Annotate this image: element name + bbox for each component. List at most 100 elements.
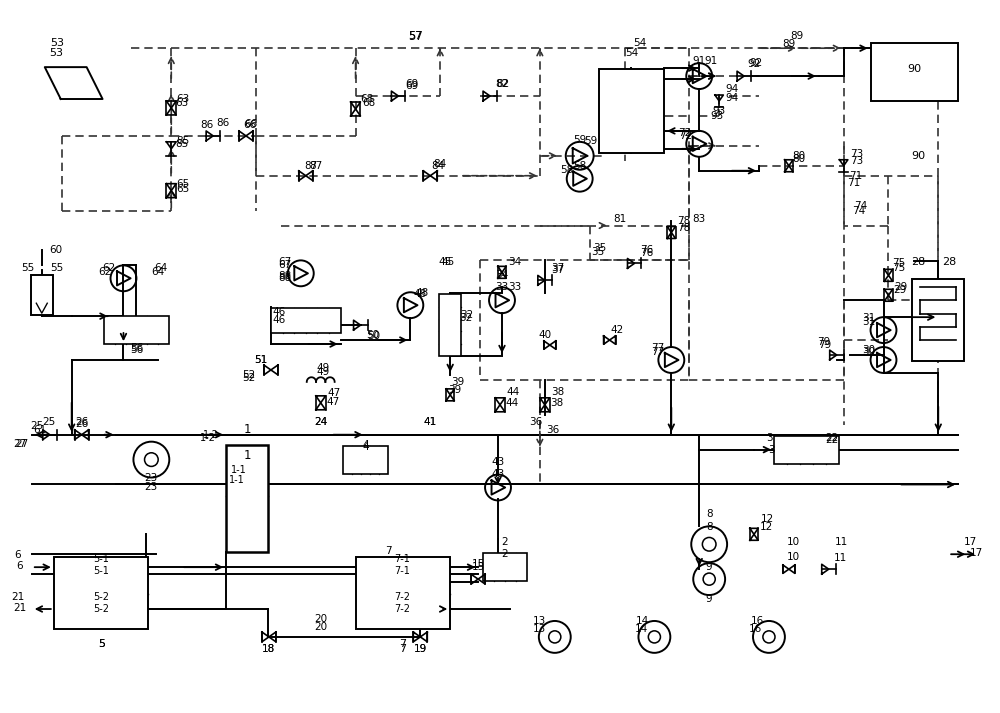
Text: 51: 51: [254, 355, 268, 365]
Text: 46: 46: [272, 307, 285, 317]
Text: 77: 77: [651, 347, 664, 357]
Text: 1: 1: [243, 449, 251, 462]
Text: 4: 4: [362, 441, 369, 451]
Text: 2: 2: [502, 538, 508, 548]
Text: 89: 89: [790, 31, 803, 41]
Text: 16: 16: [750, 616, 764, 626]
Text: 88: 88: [278, 272, 291, 282]
Bar: [912, 279, 964, 361]
Text: 3: 3: [767, 433, 773, 443]
Text: 56: 56: [130, 345, 143, 355]
Text: 18: 18: [262, 644, 276, 654]
Text: 90: 90: [907, 64, 921, 74]
Text: 32: 32: [461, 310, 474, 320]
Text: 91: 91: [705, 56, 718, 66]
Text: 55: 55: [50, 263, 63, 273]
Text: 77: 77: [651, 343, 664, 353]
Text: 5: 5: [98, 639, 105, 649]
Text: 17: 17: [970, 548, 983, 558]
Text: 19: 19: [414, 644, 427, 654]
Text: 37: 37: [551, 265, 564, 275]
Text: 65: 65: [177, 179, 190, 189]
Text: 25: 25: [30, 421, 43, 431]
Text: 86: 86: [216, 118, 230, 128]
Text: 84: 84: [432, 160, 445, 170]
Text: 34: 34: [508, 257, 522, 267]
Text: 1-1: 1-1: [229, 475, 245, 485]
Bar: [104, 316, 169, 344]
Bar: [226, 445, 268, 553]
Text: 52: 52: [242, 373, 256, 383]
Text: 26: 26: [75, 419, 88, 429]
Text: 7-2: 7-2: [394, 604, 410, 614]
Text: 59: 59: [584, 136, 597, 146]
Text: 5-1: 5-1: [94, 554, 109, 564]
Text: 23: 23: [145, 483, 158, 493]
Text: 48: 48: [414, 289, 427, 299]
Text: 21: 21: [11, 592, 25, 602]
Text: 93: 93: [711, 111, 724, 121]
Text: 5-1: 5-1: [94, 566, 109, 576]
Text: 2: 2: [502, 549, 508, 559]
Text: 39: 39: [452, 377, 465, 387]
Bar: [871, 43, 958, 101]
Text: 73: 73: [850, 149, 863, 159]
Text: 43: 43: [491, 468, 505, 478]
Text: 73: 73: [850, 155, 863, 165]
Text: 22: 22: [825, 433, 838, 443]
Text: 21: 21: [13, 603, 27, 613]
Text: 54: 54: [633, 39, 646, 48]
Text: 72: 72: [679, 131, 692, 141]
Text: 13: 13: [533, 624, 546, 634]
Text: 33: 33: [495, 282, 509, 292]
Text: 46: 46: [272, 315, 285, 325]
Text: 44: 44: [505, 398, 519, 408]
Text: 38: 38: [551, 387, 564, 397]
Text: 68: 68: [360, 94, 373, 104]
Text: 91: 91: [693, 56, 706, 66]
Text: 64: 64: [155, 263, 168, 273]
Text: 63: 63: [177, 94, 190, 104]
Text: 28: 28: [911, 257, 925, 267]
Text: 65: 65: [177, 184, 190, 194]
Text: 10: 10: [787, 552, 800, 563]
Text: 63: 63: [176, 98, 189, 108]
Text: 11: 11: [834, 553, 847, 563]
Text: 26: 26: [75, 416, 88, 427]
Text: 51: 51: [254, 355, 268, 365]
Text: 25: 25: [42, 416, 55, 427]
Text: 37: 37: [551, 263, 564, 273]
Text: 49: 49: [316, 363, 329, 373]
Text: 28: 28: [942, 257, 956, 267]
Text: 83: 83: [693, 213, 706, 224]
Text: 47: 47: [326, 397, 339, 407]
Text: 18: 18: [262, 644, 276, 654]
Text: 24: 24: [314, 416, 327, 427]
Text: 15: 15: [471, 562, 485, 572]
Text: 94: 94: [725, 84, 739, 94]
Text: 36: 36: [546, 425, 559, 435]
Text: 30: 30: [862, 345, 875, 355]
Text: 35: 35: [593, 243, 606, 253]
Text: 7: 7: [399, 639, 406, 649]
Text: 60: 60: [49, 245, 62, 255]
Text: 66: 66: [244, 119, 258, 129]
Text: 14: 14: [636, 616, 649, 626]
Text: 84: 84: [434, 159, 447, 169]
Text: 69: 69: [406, 79, 419, 89]
Text: 43: 43: [491, 456, 505, 466]
Text: 90: 90: [911, 150, 925, 161]
Text: 45: 45: [439, 257, 452, 267]
Text: 93: 93: [713, 106, 726, 116]
Text: 48: 48: [416, 288, 429, 298]
Text: 15: 15: [471, 559, 485, 569]
Text: 12: 12: [759, 523, 773, 533]
Text: 5-2: 5-2: [94, 604, 110, 614]
Text: 7: 7: [385, 546, 392, 556]
Text: 7-1: 7-1: [394, 566, 410, 576]
Text: 8: 8: [706, 509, 712, 519]
Text: 82: 82: [496, 79, 510, 89]
Text: 87: 87: [304, 160, 317, 170]
Text: 34: 34: [495, 270, 509, 280]
Text: 94: 94: [725, 93, 739, 103]
